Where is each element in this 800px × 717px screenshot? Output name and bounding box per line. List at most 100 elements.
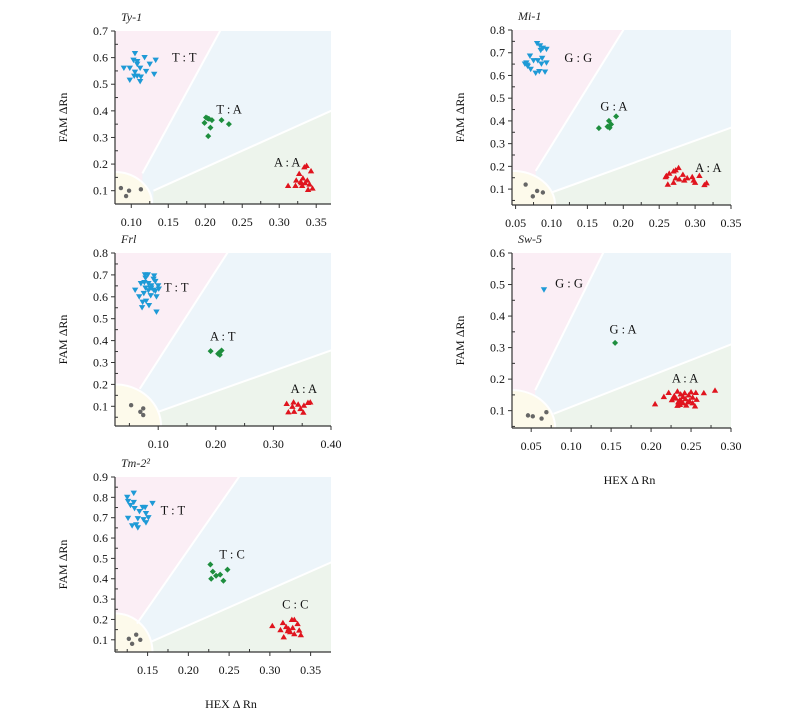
data-point-triangle-up	[309, 185, 316, 191]
data-point-diamond	[207, 561, 214, 568]
data-point-triangle-up	[682, 395, 689, 402]
panel-title: Ty-1	[121, 10, 142, 24]
data-point-triangle-down	[124, 494, 131, 501]
data-point-triangle-up	[676, 176, 683, 182]
data-point-triangle-up	[304, 186, 312, 192]
y-tick-label: 0.3	[93, 355, 108, 369]
data-point-triangle-up	[279, 619, 287, 626]
panel-title: Frl	[120, 232, 137, 246]
y-tick-label: 0.6	[490, 246, 505, 260]
x-tick-label: 0.30	[685, 216, 706, 230]
data-point-triangle-down	[136, 65, 144, 72]
series-t-t: T : T	[120, 51, 197, 85]
data-point-triangle-up	[651, 400, 659, 407]
data-point-triangle-down	[537, 47, 544, 54]
y-tick-label: 0.8	[93, 246, 108, 260]
data-point-triangle-down	[128, 523, 136, 529]
data-point-triangle-down	[145, 302, 153, 309]
data-point-triangle-down	[523, 60, 530, 66]
data-point-triangle-down	[526, 53, 534, 59]
cluster-label: T : T	[164, 280, 189, 294]
data-point-triangle-up	[306, 181, 313, 187]
x-tick-label: 0.05	[505, 216, 526, 230]
data-point-triangle-up	[679, 171, 687, 177]
data-point-triangle-down	[133, 61, 141, 68]
boundary-line-upper	[136, 477, 241, 625]
data-point-triangle-down	[135, 294, 143, 300]
data-point-triangle-down	[131, 505, 138, 512]
series-g-a: G : A	[595, 100, 627, 132]
cluster-label: A : T	[210, 330, 236, 344]
data-point-triangle-up	[685, 392, 692, 398]
data-point-triangle-up	[287, 628, 294, 635]
data-point-circle	[138, 187, 144, 192]
data-point-triangle-down	[130, 499, 137, 506]
y-tick-label: 0.6	[490, 68, 505, 82]
data-point-triangle-up	[307, 167, 315, 174]
data-point-triangle-down	[140, 517, 147, 523]
x-tick-label: 0.10	[561, 439, 582, 453]
data-point-circle	[128, 402, 134, 408]
data-point-triangle-up	[678, 398, 685, 404]
y-tick-label: 0.7	[93, 268, 108, 282]
data-point-triangle-up	[681, 177, 688, 183]
y-tick-label: 0.3	[490, 341, 505, 355]
data-point-triangle-up	[674, 388, 681, 394]
data-point-triangle-down	[538, 55, 546, 62]
panel-title: Tm-2²	[121, 456, 150, 470]
series-t-a: T : A	[201, 103, 242, 140]
data-point-diamond	[209, 568, 216, 575]
data-point-triangle-up	[285, 408, 292, 415]
data-point-triangle-down	[131, 287, 139, 294]
series-t-t: T : T	[131, 272, 189, 315]
series-ntc	[128, 402, 146, 418]
data-point-diamond	[207, 348, 214, 355]
data-point-circle	[141, 406, 146, 411]
x-tick-label: 0.40	[321, 437, 342, 451]
data-point-triangle-down	[124, 498, 132, 505]
data-point-triangle-up	[691, 179, 699, 185]
cluster-label: A : A	[291, 382, 317, 396]
data-point-circle	[525, 413, 531, 418]
data-point-triangle-up	[670, 394, 677, 401]
data-point-triangle-down	[534, 58, 542, 64]
data-point-triangle-up	[296, 627, 303, 633]
data-point-circle	[138, 409, 143, 414]
x-tick-label: 0.10	[121, 215, 142, 229]
data-point-triangle-down	[540, 287, 548, 293]
data-point-triangle-up	[290, 408, 298, 414]
data-point-triangle-down	[151, 71, 158, 78]
x-tick-label: 0.10	[541, 216, 562, 230]
data-point-triangle-up	[670, 179, 677, 185]
x-tick-label: 0.15	[577, 216, 598, 230]
y-tick-label: 0.4	[93, 104, 108, 118]
x-tick-label: 0.20	[205, 437, 226, 451]
data-point-diamond	[205, 133, 212, 140]
data-point-triangle-down	[145, 288, 152, 294]
series-a-a: A : A	[662, 161, 722, 188]
data-point-triangle-down	[142, 520, 150, 526]
data-point-triangle-up	[684, 174, 691, 181]
cluster-label: G : G	[564, 51, 592, 65]
data-point-triangle-down	[134, 525, 142, 531]
x-tick-label: 0.35	[306, 215, 327, 229]
data-point-triangle-down	[530, 58, 537, 64]
y-tick-label: 0.4	[93, 334, 108, 348]
data-point-triangle-up	[700, 389, 708, 396]
cluster-label: C : C	[282, 597, 308, 611]
data-point-diamond	[595, 125, 602, 132]
data-point-circle	[523, 182, 528, 187]
boundary-line-lower	[153, 109, 331, 192]
data-point-diamond	[606, 124, 613, 131]
data-point-triangle-down	[153, 309, 160, 315]
y-tick-label: 0.6	[93, 531, 108, 545]
x-tick-label: 0.20	[641, 439, 662, 453]
y-tick-label: 0.2	[490, 372, 505, 386]
data-point-triangle-up	[691, 403, 699, 409]
data-point-diamond	[208, 117, 215, 124]
data-point-triangle-down	[144, 272, 152, 278]
y-axis-label: FAM ΔRn	[453, 316, 467, 366]
y-axis-label: FAM ΔRn	[453, 93, 467, 143]
data-point-triangle-down	[155, 283, 162, 289]
